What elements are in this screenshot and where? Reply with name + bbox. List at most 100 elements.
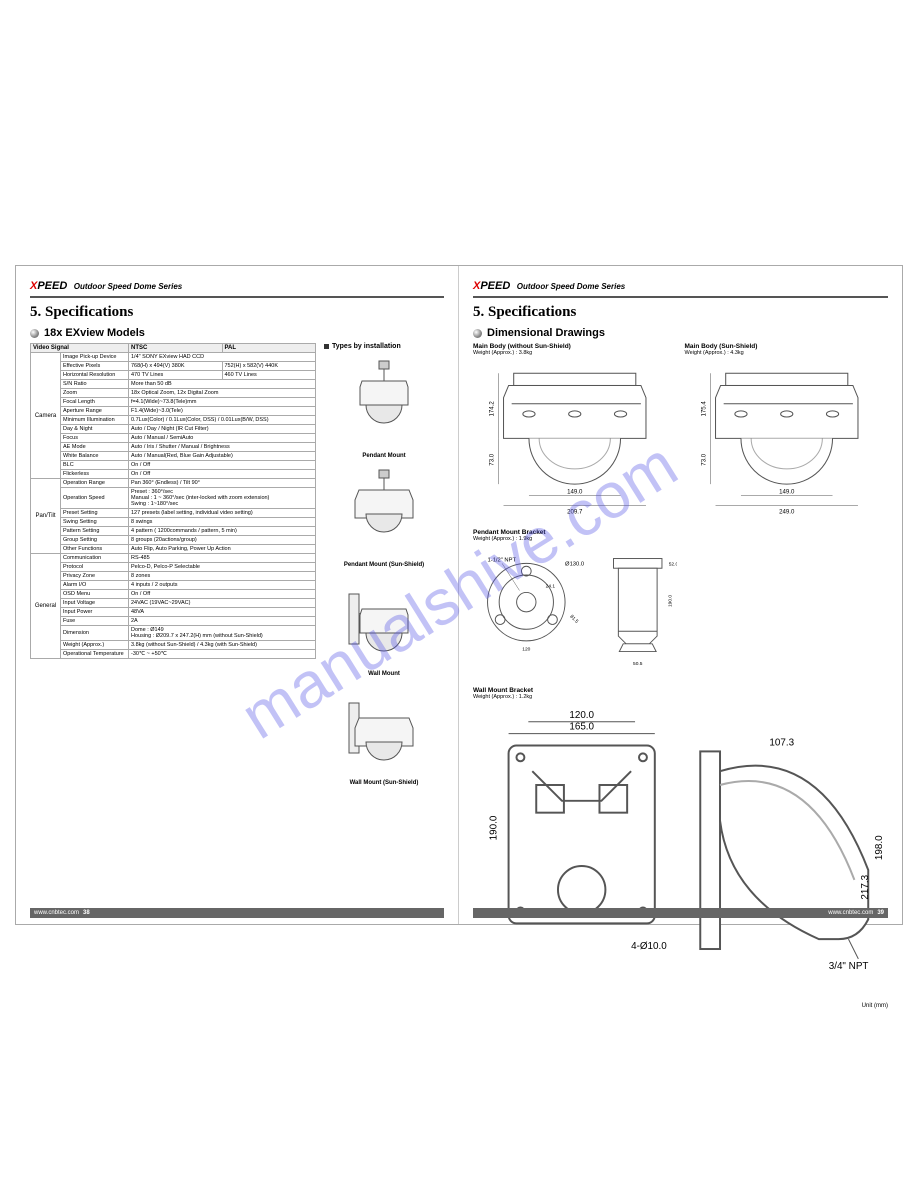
table-row: Weight (Approx.)3.8kg (without Sun-Shiel… (31, 641, 316, 650)
param-cell: Operation Range (61, 479, 129, 488)
th-ntsc: NTSC (129, 344, 223, 353)
param-cell: Day & Night (61, 425, 129, 434)
svg-text:149.0: 149.0 (779, 488, 795, 495)
manual-spread: XPEED Outdoor Speed Dome Series 5. Speci… (15, 265, 903, 925)
value-cell: More than 50 dB (129, 380, 316, 389)
section-title: 5. Specifications (30, 304, 444, 321)
svg-text:190.0: 190.0 (489, 816, 500, 841)
value-cell: Dome : Ø149 Housing : Ø209.7 x 247.2(H) … (129, 626, 316, 641)
value-cell: Pelco-D, Pelco-P Selectable (129, 563, 316, 572)
value-cell: 460 TV Lines (222, 371, 316, 380)
install-label: Pendant Mount (Sun-Shield) (324, 562, 444, 568)
param-cell: Protocol (61, 563, 129, 572)
svg-text:174.2: 174.2 (488, 401, 495, 417)
value-cell: 8 swings (129, 518, 316, 527)
install-item: Pendant Mount (324, 356, 444, 459)
svg-text:50.5: 50.5 (633, 661, 643, 667)
table-row: Input Power48VA (31, 608, 316, 617)
param-cell: Other Functions (61, 545, 129, 554)
svg-text:175.4: 175.4 (700, 401, 707, 417)
table-row: Other FunctionsAuto Flip, Auto Parking, … (31, 545, 316, 554)
table-row: Aperture RangeF1.4(Wide)~3.0(Tele) (31, 407, 316, 416)
install-item: Wall Mount (324, 574, 444, 677)
param-cell: AE Mode (61, 443, 129, 452)
value-cell: Auto / Manual(Red, Blue Gain Adjustable) (129, 452, 316, 461)
th-pal: PAL (222, 344, 316, 353)
svg-text:190.0: 190.0 (668, 594, 674, 606)
svg-text:165.0: 165.0 (569, 722, 594, 733)
table-row: S/N RatioMore than 50 dB (31, 380, 316, 389)
svg-text:217.3: 217.3 (860, 875, 871, 900)
value-cell: RS-485 (129, 554, 316, 563)
drawing-weight: Weight (Approx.) : 1.2kg (473, 694, 888, 700)
footer-left: www.cnbtec.com 38 (30, 908, 444, 918)
svg-text:149.0: 149.0 (567, 488, 583, 495)
types-heading: Types by installation (324, 343, 444, 350)
page-38: XPEED Outdoor Speed Dome Series 5. Speci… (16, 266, 459, 924)
footer-right: www.cnbtec.com 39 (473, 908, 888, 918)
drawing-item: Pendant Mount BracketWeight (Approx.) : … (473, 529, 677, 682)
svg-text:73.0: 73.0 (700, 453, 707, 465)
table-row: Effective Pixels768(H) x 494(V) 380K752(… (31, 362, 316, 371)
drawing-item: Main Body (without Sun-Shield)Weight (Ap… (473, 343, 677, 523)
page-header: XPEED Outdoor Speed Dome Series (30, 276, 444, 298)
param-cell: Operational Temperature (61, 650, 129, 659)
table-row: Swing Setting8 swings (31, 518, 316, 527)
table-row: FlickerlessOn / Off (31, 470, 316, 479)
category-cell: Pan/Tilt (31, 479, 61, 554)
install-label: Wall Mount (324, 671, 444, 677)
table-row: White BalanceAuto / Manual(Red, Blue Gai… (31, 452, 316, 461)
value-cell: 752(H) x 582(V) 440K (222, 362, 316, 371)
value-cell: 24VAC (19VAC~29VAC) (129, 599, 316, 608)
table-row: Minimum Illumination0.7Lux(Color) / 0.1L… (31, 416, 316, 425)
param-cell: Privacy Zone (61, 572, 129, 581)
value-cell: Preset : 360°/sec Manual : 1 ~ 360°/sec … (129, 488, 316, 509)
value-cell: 0.7Lux(Color) / 0.1Lux(Color, DSS) / 0.0… (129, 416, 316, 425)
page-header: XPEED Outdoor Speed Dome Series (473, 276, 888, 298)
param-cell: Flickerless (61, 470, 129, 479)
table-row: Preset Setting127 presets (label setting… (31, 509, 316, 518)
param-cell: Input Power (61, 608, 129, 617)
drawing-title: Pendant Mount Bracket (473, 529, 677, 536)
svg-text:4-Ø10.0: 4-Ø10.0 (631, 941, 667, 952)
install-label: Pendant Mount (324, 453, 444, 459)
subsection-row: 18x EXview Models (30, 327, 444, 339)
svg-text:73.0: 73.0 (488, 453, 495, 465)
svg-text:81.5: 81.5 (568, 614, 579, 625)
value-cell: 8 zones (129, 572, 316, 581)
install-item: Pendant Mount (Sun-Shield) (324, 465, 444, 568)
table-row: DimensionDome : Ø149 Housing : Ø209.7 x … (31, 626, 316, 641)
table-row: CameraImage Pick-up Device1/4" SONY EXvi… (31, 353, 316, 362)
param-cell: Focus (61, 434, 129, 443)
table-row: Operational Temperature-30℃ ~ +50℃ (31, 650, 316, 659)
th-video-signal: Video Signal (31, 344, 129, 353)
table-row: AE ModeAuto / Iris / Shutter / Manual / … (31, 443, 316, 452)
value-cell: 18x Optical Zoom, 12x Digital Zoom (129, 389, 316, 398)
drawing-weight: Weight (Approx.) : 1.9kg (473, 536, 677, 542)
param-cell: OSD Menu (61, 590, 129, 599)
param-cell: Dimension (61, 626, 129, 641)
svg-text:107.3: 107.3 (769, 738, 794, 749)
value-cell: Auto / Day / Night (IR Cut Filter) (129, 425, 316, 434)
table-row: ProtocolPelco-D, Pelco-P Selectable (31, 563, 316, 572)
table-row: Privacy Zone8 zones (31, 572, 316, 581)
footer-url: www.cnbtec.com (34, 910, 79, 916)
models-subtitle: 18x EXview Models (44, 327, 145, 339)
value-cell: On / Off (129, 590, 316, 599)
value-cell: Auto / Iris / Shutter / Manual / Brightn… (129, 443, 316, 452)
value-cell: 8 groups (20actions/group) (129, 536, 316, 545)
square-icon (324, 344, 329, 349)
param-cell: Communication (61, 554, 129, 563)
svg-text:Ø130.0: Ø130.0 (565, 561, 584, 567)
value-cell: On / Off (129, 470, 316, 479)
param-cell: Operation Speed (61, 488, 129, 509)
table-row: OSD MenuOn / Off (31, 590, 316, 599)
svg-text:24.1: 24.1 (546, 583, 556, 589)
unit-label: Unit (mm) (473, 1003, 888, 1009)
value-cell: 127 presets (label setting, individual v… (129, 509, 316, 518)
drawing-weight: Weight (Approx.) : 4.3kg (685, 350, 889, 356)
param-cell: Weight (Approx.) (61, 641, 129, 650)
table-row: FocusAuto / Manual / SemiAuto (31, 434, 316, 443)
param-cell: Zoom (61, 389, 129, 398)
table-row: GeneralCommunicationRS-485 (31, 554, 316, 563)
